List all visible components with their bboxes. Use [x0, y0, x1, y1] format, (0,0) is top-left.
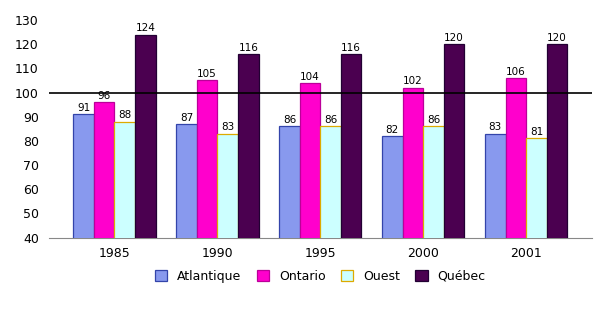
Text: 120: 120 [444, 33, 464, 43]
Text: 124: 124 [135, 23, 155, 33]
Bar [547, 44, 568, 333]
Text: 88: 88 [118, 110, 131, 120]
Bar [238, 54, 259, 333]
Text: 120: 120 [547, 33, 567, 43]
Bar [506, 78, 526, 333]
Text: 105: 105 [197, 69, 217, 79]
Text: 96: 96 [98, 91, 111, 101]
Bar [300, 83, 320, 333]
Legend: Atlantique, Ontario, Ouest, Québec: Atlantique, Ontario, Ouest, Québec [150, 265, 490, 288]
Text: 86: 86 [427, 115, 440, 125]
Bar [444, 44, 464, 333]
Text: 104: 104 [300, 72, 320, 82]
Text: 86: 86 [324, 115, 337, 125]
Bar [217, 134, 238, 333]
Text: 83: 83 [221, 123, 234, 133]
Text: 83: 83 [489, 123, 502, 133]
Text: 81: 81 [530, 127, 543, 137]
Bar [341, 54, 361, 333]
Bar [526, 139, 547, 333]
Text: 91: 91 [77, 103, 90, 113]
Text: 87: 87 [180, 113, 193, 123]
Text: 86: 86 [283, 115, 296, 125]
Text: 106: 106 [506, 67, 526, 77]
Bar [485, 134, 506, 333]
Bar [279, 127, 300, 333]
Bar [94, 102, 115, 333]
Bar [176, 124, 197, 333]
Bar [197, 81, 217, 333]
Bar [73, 114, 94, 333]
Text: 82: 82 [385, 125, 399, 135]
Bar [115, 122, 135, 333]
Text: 102: 102 [403, 77, 423, 87]
Bar [402, 88, 423, 333]
Bar [423, 127, 444, 333]
Bar [382, 136, 402, 333]
Bar [320, 127, 341, 333]
Text: 116: 116 [239, 43, 258, 53]
Bar [135, 35, 155, 333]
Text: 116: 116 [341, 43, 361, 53]
